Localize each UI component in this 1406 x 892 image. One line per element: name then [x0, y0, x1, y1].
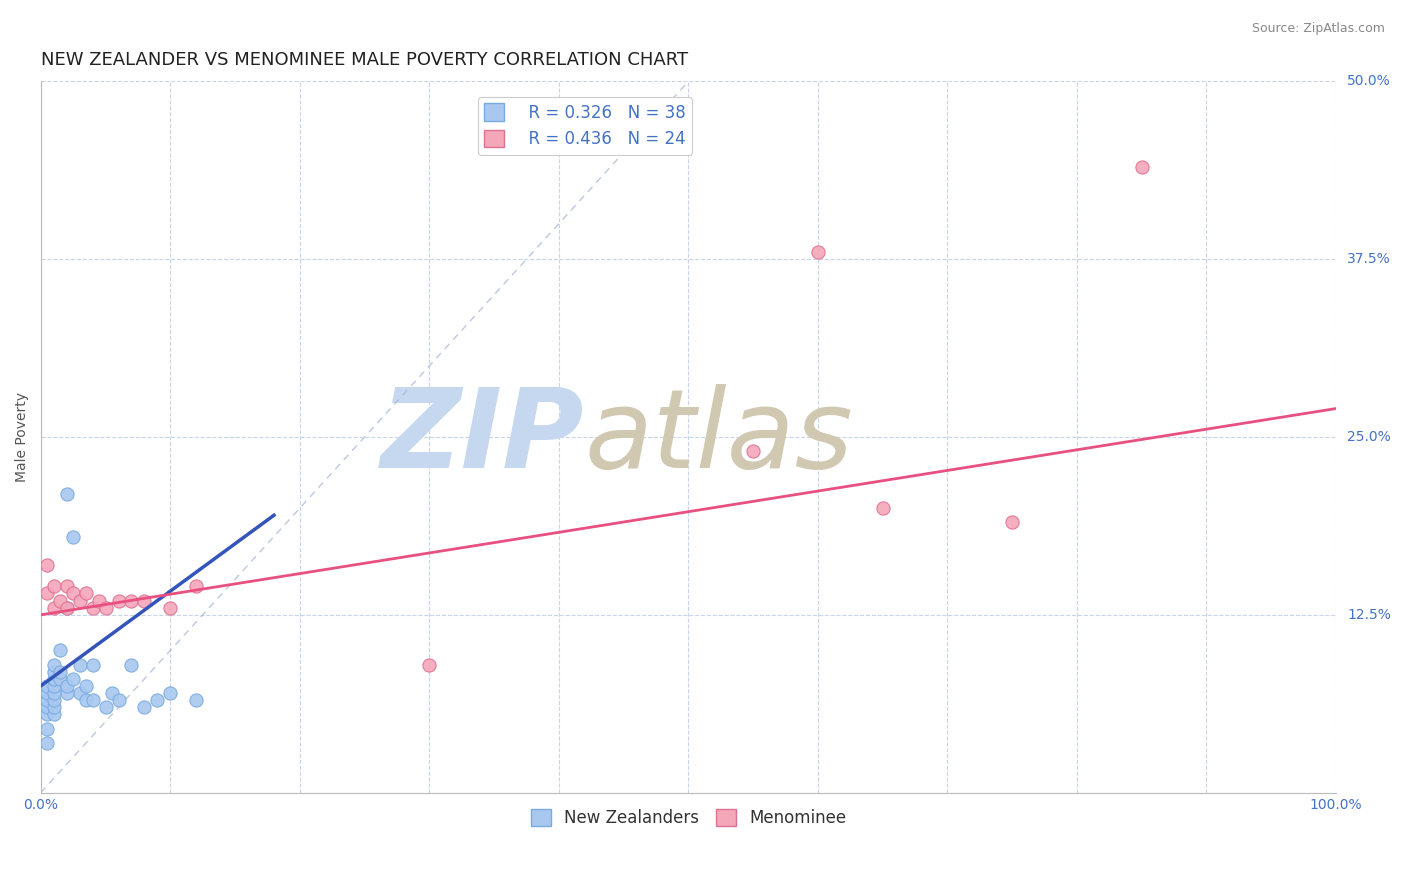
- Point: [82, 600, 104, 615]
- Text: Source: ZipAtlas.com: Source: ZipAtlas.com: [1251, 22, 1385, 36]
- Point: [55, 686, 77, 700]
- Point: [75, 586, 97, 600]
- Point: [49, 643, 72, 657]
- Point: [55, 600, 77, 615]
- Text: ZIP: ZIP: [381, 384, 585, 491]
- Point: [49, 672, 72, 686]
- Point: [55, 679, 77, 693]
- Point: [101, 686, 124, 700]
- Point: [49, 665, 72, 679]
- Point: [37, 707, 59, 722]
- Point: [94, 700, 117, 714]
- Point: [69, 657, 91, 672]
- Point: [872, 501, 894, 516]
- Point: [42, 672, 65, 686]
- Y-axis label: Male Poverty: Male Poverty: [15, 392, 30, 482]
- Point: [82, 657, 104, 672]
- Point: [107, 693, 129, 707]
- Point: [37, 558, 59, 572]
- Point: [42, 686, 65, 700]
- Point: [94, 600, 117, 615]
- Point: [807, 245, 830, 260]
- Point: [82, 693, 104, 707]
- Point: [186, 693, 208, 707]
- Point: [37, 722, 59, 736]
- Point: [418, 657, 440, 672]
- Point: [134, 593, 156, 607]
- Text: 37.5%: 37.5%: [1347, 252, 1391, 266]
- Legend: New Zealanders, Menominee: New Zealanders, Menominee: [524, 803, 853, 834]
- Point: [159, 686, 181, 700]
- Point: [42, 700, 65, 714]
- Point: [1130, 160, 1153, 174]
- Point: [42, 679, 65, 693]
- Text: atlas: atlas: [585, 384, 853, 491]
- Point: [55, 600, 77, 615]
- Point: [69, 593, 91, 607]
- Text: 25.0%: 25.0%: [1347, 430, 1391, 444]
- Point: [107, 593, 129, 607]
- Point: [37, 586, 59, 600]
- Point: [87, 593, 110, 607]
- Text: 50.0%: 50.0%: [1347, 74, 1391, 88]
- Point: [62, 672, 84, 686]
- Point: [159, 600, 181, 615]
- Text: NEW ZEALANDER VS MENOMINEE MALE POVERTY CORRELATION CHART: NEW ZEALANDER VS MENOMINEE MALE POVERTY …: [41, 51, 688, 69]
- Point: [37, 700, 59, 714]
- Point: [42, 657, 65, 672]
- Point: [121, 593, 143, 607]
- Point: [55, 579, 77, 593]
- Point: [62, 530, 84, 544]
- Point: [37, 693, 59, 707]
- Point: [75, 679, 97, 693]
- Point: [75, 693, 97, 707]
- Point: [1001, 516, 1024, 530]
- Point: [55, 487, 77, 501]
- Point: [49, 593, 72, 607]
- Point: [42, 707, 65, 722]
- Point: [134, 700, 156, 714]
- Point: [146, 693, 169, 707]
- Point: [37, 679, 59, 693]
- Point: [42, 579, 65, 593]
- Point: [742, 444, 765, 458]
- Point: [121, 657, 143, 672]
- Text: 12.5%: 12.5%: [1347, 607, 1391, 622]
- Point: [186, 579, 208, 593]
- Point: [62, 586, 84, 600]
- Point: [37, 736, 59, 750]
- Point: [42, 665, 65, 679]
- Point: [69, 686, 91, 700]
- Point: [37, 686, 59, 700]
- Point: [42, 693, 65, 707]
- Point: [42, 600, 65, 615]
